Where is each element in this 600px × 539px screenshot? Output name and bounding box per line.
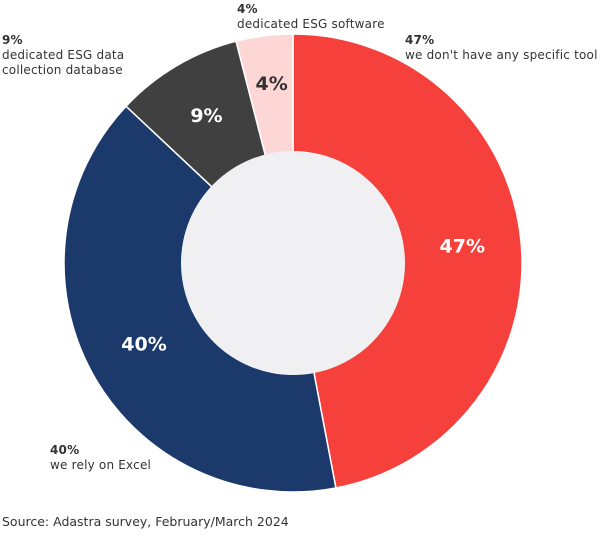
donut-hole — [181, 151, 405, 375]
donut-slice — [292, 33, 523, 489]
legend-category: we don't have any specific tool — [405, 48, 598, 62]
legend-label: 40% we rely on Excel — [50, 443, 250, 473]
legend-category: we rely on Excel — [50, 458, 152, 472]
legend-value: 40% — [50, 443, 80, 457]
slice-label: 9% — [190, 105, 222, 127]
legend-value: 9% — [2, 33, 23, 47]
legend-category: dedicated ESG software — [237, 17, 385, 31]
legend-label: 4% dedicated ESG software — [237, 2, 437, 32]
source-note: Source: Adastra survey, February/March 2… — [2, 514, 289, 529]
legend-category: dedicated ESG data collection database — [2, 48, 125, 77]
slice-label: 47% — [440, 236, 485, 258]
slice-label: 40% — [121, 333, 166, 355]
legend-value: 47% — [405, 33, 435, 47]
legend-label: 47% we don't have any specific tool — [405, 33, 600, 63]
slice-label: 4% — [256, 73, 288, 95]
legend-label: 9% dedicated ESG data collection database — [2, 33, 172, 78]
legend-value: 4% — [237, 2, 258, 16]
